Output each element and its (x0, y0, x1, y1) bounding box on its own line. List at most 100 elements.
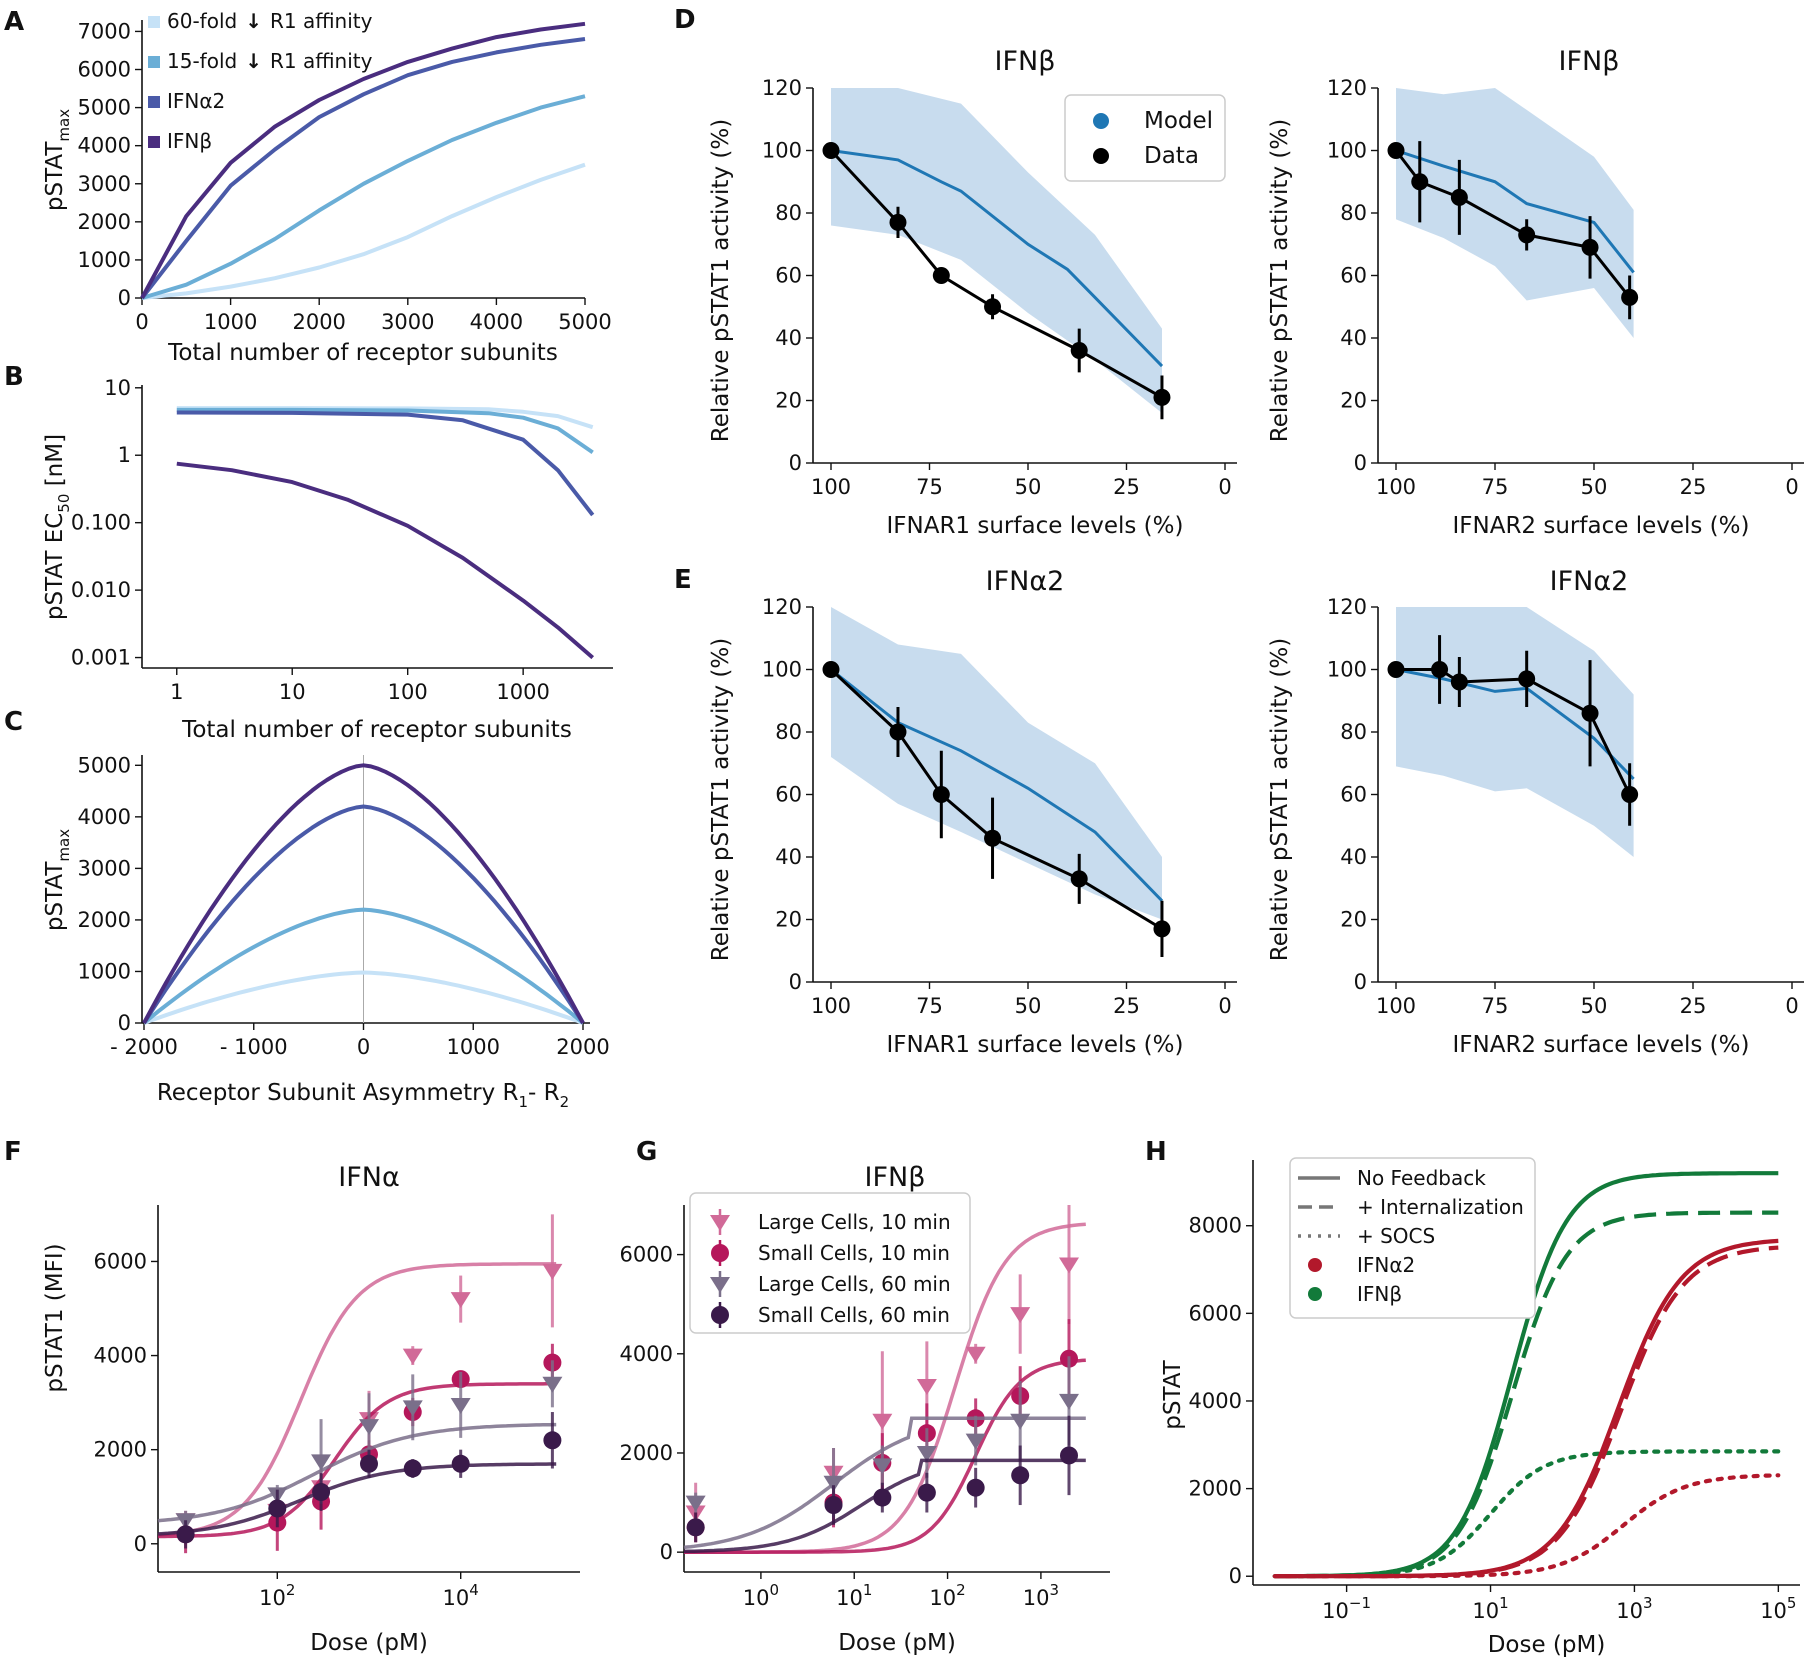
data-point-Large Cells, 60 min (965, 1433, 986, 1450)
data-point-Small Cells, 60 min (966, 1478, 985, 1497)
y-axis-label: Relative pSTAT1 activity (%) (1267, 119, 1293, 442)
x-tick-label: 100 (811, 475, 851, 499)
panel-title: IFNβ (995, 46, 1056, 77)
y-tick-label: 4000 (1189, 1389, 1242, 1413)
y-tick-label: 0 (789, 970, 802, 994)
data-point-Small Cells, 60 min (543, 1431, 562, 1450)
legend-label: 60-fold ↓ R1 affinity (167, 9, 373, 33)
y-axis-label: pSTAT EC50 [nM] (42, 434, 73, 620)
legend-label: Small Cells, 60 min (758, 1303, 950, 1327)
panel-letter: B (4, 362, 24, 392)
y-tick-label: 80 (1340, 201, 1367, 225)
x-tick-label: 1000 (496, 680, 549, 704)
y-tick-label: 0.100 (71, 511, 131, 535)
y-tick-label: 40 (1340, 326, 1367, 350)
x-tick-label: 75 (916, 994, 943, 1018)
data-point-Small Cells, 60 min (403, 1459, 422, 1478)
y-tick-label: 0.001 (71, 646, 131, 670)
x-tick-label: 1000 (447, 1035, 500, 1059)
y-tick-label: 40 (775, 845, 802, 869)
data-point (1153, 388, 1171, 406)
panel-letter: F (4, 1137, 22, 1167)
y-tick-label: 5000 (78, 753, 131, 777)
data-point (984, 829, 1002, 847)
y-tick-label: 6000 (78, 58, 131, 82)
y-tick-label: 4000 (78, 805, 131, 829)
data-point-Large Cells, 10 min (916, 1379, 937, 1396)
x-tick-label: 100 (388, 680, 428, 704)
x-tick-label: 102 (259, 1581, 295, 1610)
panel-B: B 10 1 0.100 0.010 0.001 1 10 100 1000 pSTAT EC50 … (4, 362, 613, 743)
x-tick-label: 5000 (558, 310, 611, 334)
data-point-Large Cells, 60 min (359, 1419, 379, 1436)
y-tick-label: 3000 (78, 172, 131, 196)
data-point-Large Cells, 60 min (823, 1475, 844, 1492)
panel-C: C 0 1000 2000 3000 4000 5000 - 2000 - 1000 0 1000 2… (4, 707, 610, 1111)
data-point (984, 298, 1002, 316)
panel-title: IFNα2 (986, 566, 1065, 597)
data-point-Small Cells, 60 min (1059, 1446, 1078, 1465)
line-15-fold (176, 407, 594, 455)
y-tick-label: 120 (762, 595, 802, 619)
data-point (1070, 870, 1088, 888)
x-tick-label: 75 (916, 475, 943, 499)
y-tick-label: 0.010 (71, 578, 131, 602)
y-tick-label: 2000 (620, 1441, 673, 1465)
y-axis-label: pSTAT (1160, 1359, 1186, 1429)
x-tick-label: 100 (743, 1581, 779, 1610)
y-tick-label: 80 (775, 201, 802, 225)
y-tick-label: 1 (118, 443, 131, 467)
y-tick-label: 0 (1354, 451, 1367, 475)
panel-F: F 0 2000 4000 6000 102 104 IFNα pSTAT1 (MFI) Dose… (4, 1137, 580, 1656)
legend-marker (1308, 1287, 1322, 1301)
data-point (1581, 704, 1599, 722)
x-tick-label: 25 (1680, 994, 1707, 1018)
fit-curve-Large Cells, 60 min (683, 1416, 1086, 1550)
legend: No Feedback + Internalization + SOCS IFNα2 I… (1289, 1157, 1536, 1319)
x-axis-label: Dose (pM) (838, 1630, 956, 1656)
x-tick-label: 50 (1581, 994, 1608, 1018)
y-tick-label: 120 (762, 76, 802, 100)
legend-label: Large Cells, 10 min (758, 1210, 951, 1234)
data-point (1070, 342, 1088, 359)
y-tick-label: 60 (775, 783, 802, 807)
y-tick-label: 40 (775, 326, 802, 350)
data-point (1518, 226, 1536, 244)
legend-label: No Feedback (1357, 1166, 1486, 1190)
y-tick-label: 1000 (78, 959, 131, 983)
x-tick-label: 104 (443, 1581, 479, 1610)
model-line (830, 149, 1164, 368)
y-tick-label: 100 (762, 139, 802, 163)
legend-marker (711, 1306, 729, 1324)
x-tick-label: 3000 (381, 310, 434, 334)
data-point-Small Cells, 60 min (360, 1454, 378, 1473)
x-tick-label: 100 (1376, 994, 1416, 1018)
y-tick-label: 40 (1340, 845, 1367, 869)
line-IFNα2 (176, 410, 595, 517)
panel-title: IFNβ (865, 1162, 926, 1193)
x-tick-label: 2000 (556, 1035, 609, 1059)
confidence-band (1396, 88, 1634, 338)
legend-marker-data (1093, 148, 1109, 164)
data-point (1411, 173, 1429, 191)
x-tick-label: 0 (1218, 475, 1231, 499)
x-tick-label: 50 (1015, 994, 1042, 1018)
line-IFNβ (140, 21, 586, 299)
data-point (822, 661, 840, 678)
data-point (1450, 188, 1468, 206)
data-point-Small Cells, 60 min (917, 1483, 936, 1502)
data-point (889, 723, 907, 741)
legend-marker (1308, 1258, 1322, 1272)
y-tick-label: 0 (118, 286, 131, 310)
panel-D1: D 0 20 40 60 80 100 120 100 75 50 25 0 IFNβ Relative p… (674, 5, 1237, 539)
legend: Large Cells, 10 min Small Cells, 10 min La… (689, 1192, 971, 1334)
fit-curve-Small Cells, 10 min (158, 1382, 557, 1539)
data-point-Small Cells, 60 min (873, 1488, 892, 1507)
data-point-Large Cells, 60 min (1058, 1393, 1079, 1410)
data-line (829, 668, 1163, 931)
x-axis-label: IFNAR2 surface levels (%) (1453, 1032, 1750, 1058)
data-point-Small Cells, 60 min (686, 1518, 705, 1537)
data-point (1581, 238, 1599, 256)
data-point-Large Cells, 10 min (872, 1413, 893, 1430)
panel-G: G 0 2000 4000 6000 100 101 102 103 IFNβ Dose (pM) L… (620, 1137, 1110, 1656)
